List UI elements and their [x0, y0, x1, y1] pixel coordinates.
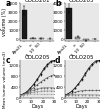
Text: a: a — [6, 0, 11, 9]
Bar — [83, 39, 89, 40]
Title: COLO205: COLO205 — [69, 55, 95, 60]
Bar — [22, 10, 27, 39]
Y-axis label: Change in tumor
volume (%): Change in tumor volume (%) — [0, 2, 7, 43]
X-axis label: Days: Days — [31, 104, 43, 109]
Title: COLO205: COLO205 — [69, 0, 95, 3]
Text: c: c — [6, 56, 10, 65]
Bar — [75, 37, 80, 39]
Bar — [39, 38, 44, 39]
X-axis label: Days: Days — [76, 104, 88, 109]
Bar — [66, 8, 72, 39]
Title: COLO201: COLO201 — [24, 0, 50, 3]
Text: b: b — [55, 0, 60, 9]
Bar — [30, 38, 36, 39]
Y-axis label: Mean tumor volume (mm3): Mean tumor volume (mm3) — [3, 51, 7, 108]
Title: COLO205: COLO205 — [24, 55, 50, 60]
Text: d: d — [55, 56, 60, 65]
